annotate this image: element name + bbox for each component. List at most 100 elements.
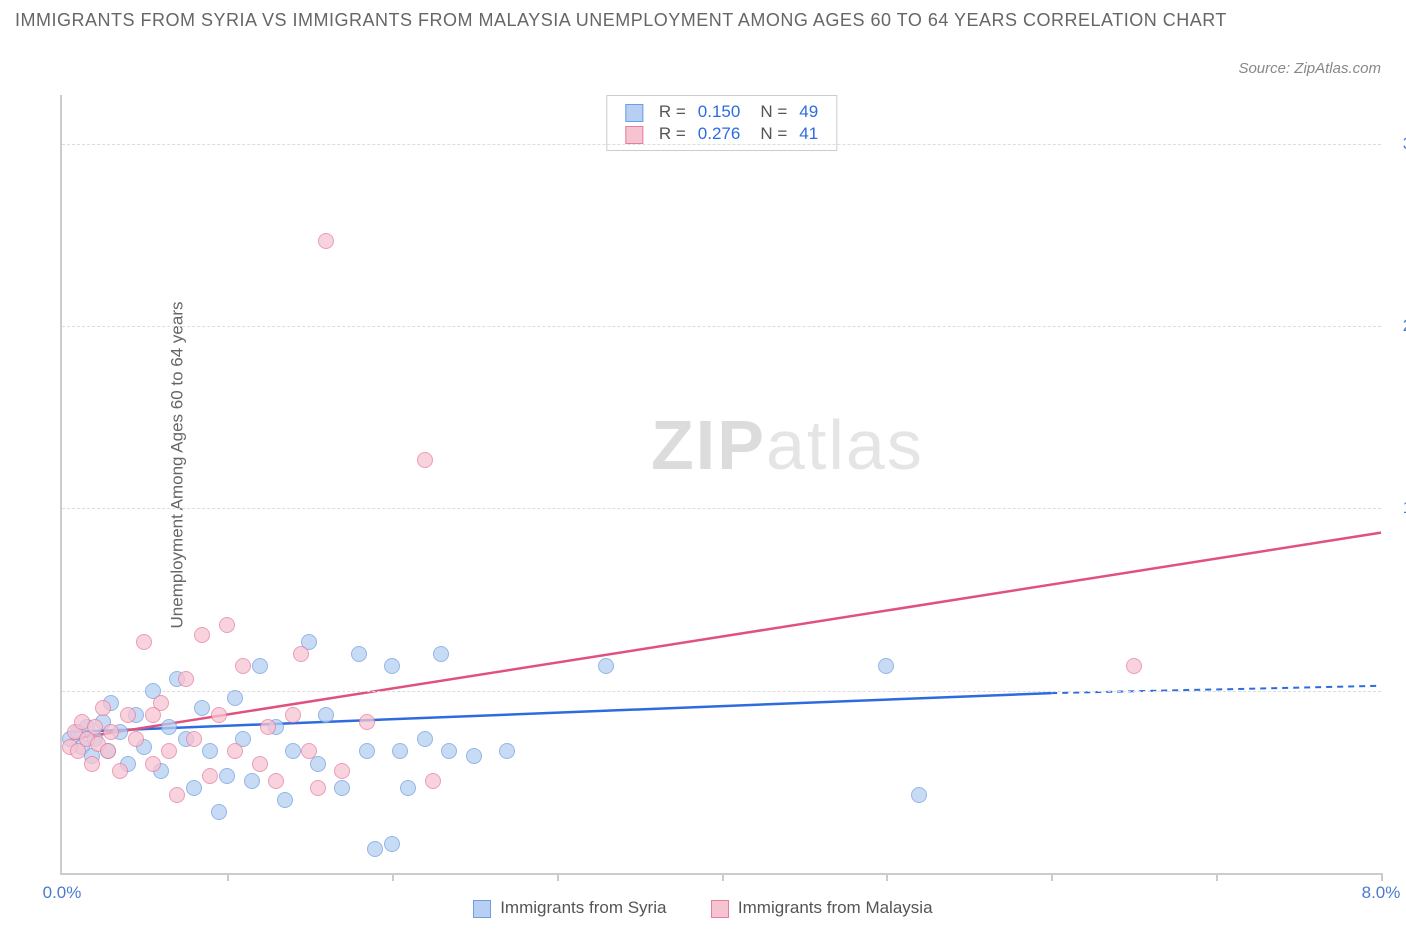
stat-r-label: R = (653, 123, 692, 145)
data-point-syria (911, 787, 927, 803)
data-point-malaysia (145, 756, 161, 772)
x-tick (1381, 873, 1383, 881)
data-point-malaysia (219, 617, 235, 633)
data-point-malaysia (310, 780, 326, 796)
swatch-malaysia (625, 126, 643, 144)
x-tick (1216, 873, 1218, 881)
x-tick (227, 873, 229, 881)
x-tick (722, 873, 724, 881)
data-point-syria (227, 690, 243, 706)
data-point-malaysia (227, 743, 243, 759)
stats-row-malaysia: R = 0.276 N = 41 (619, 123, 824, 145)
data-point-malaysia (293, 646, 309, 662)
data-point-syria (285, 743, 301, 759)
data-point-syria (202, 743, 218, 759)
swatch-syria (625, 104, 643, 122)
x-tick (886, 873, 888, 881)
data-point-syria (417, 731, 433, 747)
data-point-malaysia (100, 743, 116, 759)
data-point-syria (384, 658, 400, 674)
data-point-syria (367, 841, 383, 857)
data-point-syria (219, 768, 235, 784)
x-tick (557, 873, 559, 881)
data-point-syria (252, 658, 268, 674)
data-point-malaysia (136, 634, 152, 650)
data-point-malaysia (161, 743, 177, 759)
data-point-malaysia (211, 707, 227, 723)
series-legend: Immigrants from Syria Immigrants from Ma… (0, 898, 1406, 918)
data-point-malaysia (268, 773, 284, 789)
data-point-malaysia (235, 658, 251, 674)
data-point-malaysia (334, 763, 350, 779)
stat-r-label: R = (653, 101, 692, 123)
data-point-malaysia (145, 707, 161, 723)
data-point-syria (351, 646, 367, 662)
data-point-malaysia (252, 756, 268, 772)
data-point-malaysia (425, 773, 441, 789)
grid-line-h (62, 508, 1381, 509)
swatch-syria (473, 900, 491, 918)
legend-label-malaysia: Immigrants from Malaysia (738, 898, 933, 917)
grid-line-h (62, 691, 1381, 692)
data-point-malaysia (128, 731, 144, 747)
y-tick-label: 30.0% (1391, 134, 1406, 154)
stat-r-value-syria: 0.150 (692, 101, 747, 123)
data-point-malaysia (318, 233, 334, 249)
data-point-syria (466, 748, 482, 764)
data-point-syria (318, 707, 334, 723)
legend-item-syria: Immigrants from Syria (473, 898, 671, 917)
y-tick-label: 22.5% (1391, 316, 1406, 336)
y-tick-label: 15.0% (1391, 498, 1406, 518)
data-point-malaysia (194, 627, 210, 643)
x-tick (1051, 873, 1053, 881)
swatch-malaysia (711, 900, 729, 918)
data-point-malaysia (103, 724, 119, 740)
legend-item-malaysia: Immigrants from Malaysia (711, 898, 932, 917)
data-point-malaysia (120, 707, 136, 723)
grid-line-h (62, 144, 1381, 145)
data-point-malaysia (112, 763, 128, 779)
stat-n-label: N = (746, 123, 793, 145)
data-point-syria (441, 743, 457, 759)
data-point-syria (384, 836, 400, 852)
grid-line-h (62, 326, 1381, 327)
data-point-malaysia (169, 787, 185, 803)
data-point-syria (161, 719, 177, 735)
stats-row-syria: R = 0.150 N = 49 (619, 101, 824, 123)
data-point-malaysia (95, 700, 111, 716)
data-point-syria (359, 743, 375, 759)
data-point-malaysia (87, 719, 103, 735)
data-point-syria (499, 743, 515, 759)
data-point-malaysia (202, 768, 218, 784)
data-point-syria (878, 658, 894, 674)
x-tick (392, 873, 394, 881)
data-point-syria (433, 646, 449, 662)
scatter-plot-area: ZIPatlas R = 0.150 N = 49 R = 0.276 N = … (60, 95, 1381, 875)
stat-n-value-syria: 49 (793, 101, 824, 123)
trend-line-malaysia (70, 533, 1381, 740)
data-point-syria (400, 780, 416, 796)
stat-r-value-malaysia: 0.276 (692, 123, 747, 145)
trend-line-extrapolated-syria (1051, 686, 1381, 693)
data-point-syria (194, 700, 210, 716)
data-point-syria (334, 780, 350, 796)
stats-legend-box: R = 0.150 N = 49 R = 0.276 N = 41 (606, 95, 837, 151)
data-point-syria (211, 804, 227, 820)
data-point-malaysia (285, 707, 301, 723)
data-point-malaysia (260, 719, 276, 735)
y-tick-label: 7.5% (1391, 681, 1406, 701)
data-point-syria (186, 780, 202, 796)
legend-label-syria: Immigrants from Syria (500, 898, 666, 917)
chart-title: IMMIGRANTS FROM SYRIA VS IMMIGRANTS FROM… (15, 10, 1391, 31)
data-point-malaysia (417, 452, 433, 468)
data-point-syria (598, 658, 614, 674)
data-point-syria (277, 792, 293, 808)
data-point-malaysia (178, 671, 194, 687)
data-point-malaysia (301, 743, 317, 759)
data-point-malaysia (186, 731, 202, 747)
data-point-malaysia (84, 756, 100, 772)
data-point-syria (244, 773, 260, 789)
data-point-malaysia (1126, 658, 1142, 674)
data-point-malaysia (359, 714, 375, 730)
stat-n-label: N = (746, 101, 793, 123)
